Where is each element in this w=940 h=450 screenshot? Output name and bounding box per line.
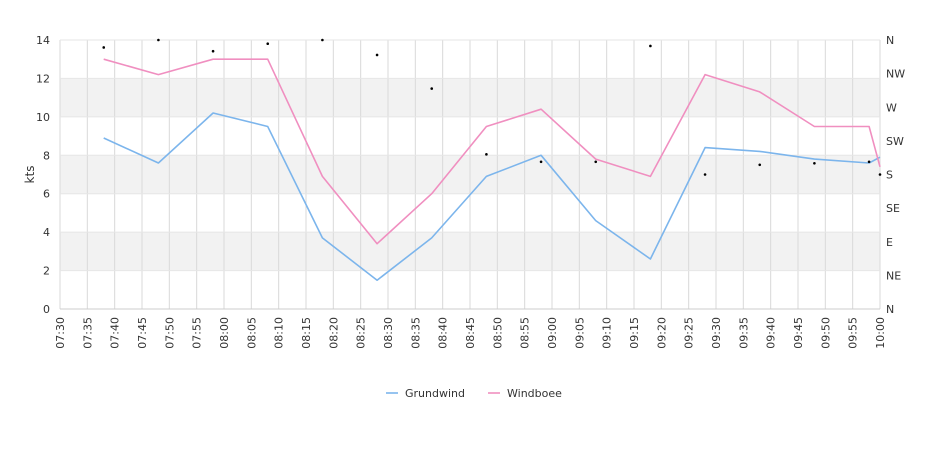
x-tick-label: 08:50 (491, 317, 504, 349)
direction-point (430, 87, 434, 90)
x-tick-label: 08:00 (218, 317, 231, 349)
x-tick-label: 10:00 (874, 317, 887, 349)
x-tick-label: 07:35 (81, 317, 94, 349)
y-tick-label: 4 (43, 226, 50, 239)
y-axis-ticks: 0 2 4 6 8 10 12 14 (36, 34, 50, 316)
y-tick-label: 10 (36, 111, 50, 124)
wind-direction-points (102, 38, 882, 176)
x-tick-label: 08:05 (245, 317, 258, 349)
x-axis-ticks: 07:30 07:35 07:40 07:45 07:50 07:55 08:00 08:05… (54, 317, 887, 349)
x-tick-label: 07:55 (191, 317, 204, 349)
x-tick-label: 08:45 (464, 317, 477, 349)
direction-point (157, 38, 160, 42)
x-tick-label: 09:10 (601, 317, 614, 349)
direction-point (867, 160, 871, 164)
series-lines (103, 58, 881, 282)
x-tick-label: 09:05 (573, 317, 586, 349)
y-axis-title: kts (23, 166, 37, 184)
x-tick-label: 09:25 (683, 317, 696, 349)
right-axis-label: NE (886, 269, 901, 282)
x-tick-label: 07:45 (136, 317, 149, 349)
x-tick-label: 09:30 (710, 317, 723, 349)
x-tick-label: 09:40 (765, 317, 778, 349)
right-axis-label: S (886, 169, 893, 182)
direction-point (703, 173, 707, 176)
right-axis-label: NW (886, 68, 905, 81)
y-tick-label: 12 (36, 72, 50, 85)
right-axis-label: E (886, 236, 893, 249)
x-tick-label: 08:15 (300, 317, 313, 349)
right-axis-label: SW (886, 135, 904, 148)
right-axis-label: N (886, 34, 894, 47)
vertical-gridlines (59, 40, 881, 309)
series-line-grundwind (103, 112, 881, 282)
x-tick-label: 07:50 (163, 317, 176, 349)
direction-point (266, 42, 270, 46)
x-tick-label: 08:10 (273, 317, 286, 349)
x-tick-label: 09:35 (737, 317, 750, 349)
legend-label: Grundwind (405, 387, 465, 400)
x-tick-label: 07:40 (109, 317, 122, 349)
right-axis-label: SE (886, 202, 900, 215)
direction-point (211, 49, 215, 53)
direction-point (813, 161, 816, 165)
right-axis-label: N (886, 303, 894, 316)
x-tick-label: 08:40 (437, 317, 450, 349)
x-tick-label: 07:30 (54, 317, 67, 349)
direction-point (321, 38, 324, 42)
direction-point (594, 160, 598, 164)
y-tick-label: 8 (43, 149, 50, 162)
legend: Grundwind Windboee (386, 387, 562, 400)
direction-point (649, 44, 652, 48)
series-line-windboee (103, 58, 881, 245)
x-tick-label: 09:20 (655, 317, 668, 349)
x-tick-label: 08:20 (327, 317, 340, 349)
direction-point (375, 53, 379, 57)
direction-point (102, 46, 106, 49)
y-tick-label: 2 (43, 265, 50, 278)
legend-label: Windboee (507, 387, 562, 400)
y-tick-label: 0 (43, 303, 50, 316)
x-tick-label: 09:50 (819, 317, 832, 349)
x-tick-label: 08:30 (382, 317, 395, 349)
x-tick-label: 08:35 (409, 317, 422, 349)
x-tick-label: 09:45 (792, 317, 805, 349)
x-tick-label: 09:55 (847, 317, 860, 349)
right-axis-ticks: N NE E SE S SW W NW N (886, 34, 905, 316)
x-tick-label: 08:25 (355, 317, 368, 349)
x-tick-label: 08:55 (519, 317, 532, 349)
y-tick-label: 14 (36, 34, 50, 47)
direction-point (758, 163, 762, 167)
x-tick-label: 09:00 (546, 317, 559, 349)
direction-point (539, 160, 543, 164)
y-tick-label: 6 (43, 188, 50, 201)
x-tick-label: 09:15 (628, 317, 641, 349)
right-axis-label: W (886, 101, 897, 114)
direction-point (485, 153, 488, 156)
direction-point (878, 173, 882, 176)
